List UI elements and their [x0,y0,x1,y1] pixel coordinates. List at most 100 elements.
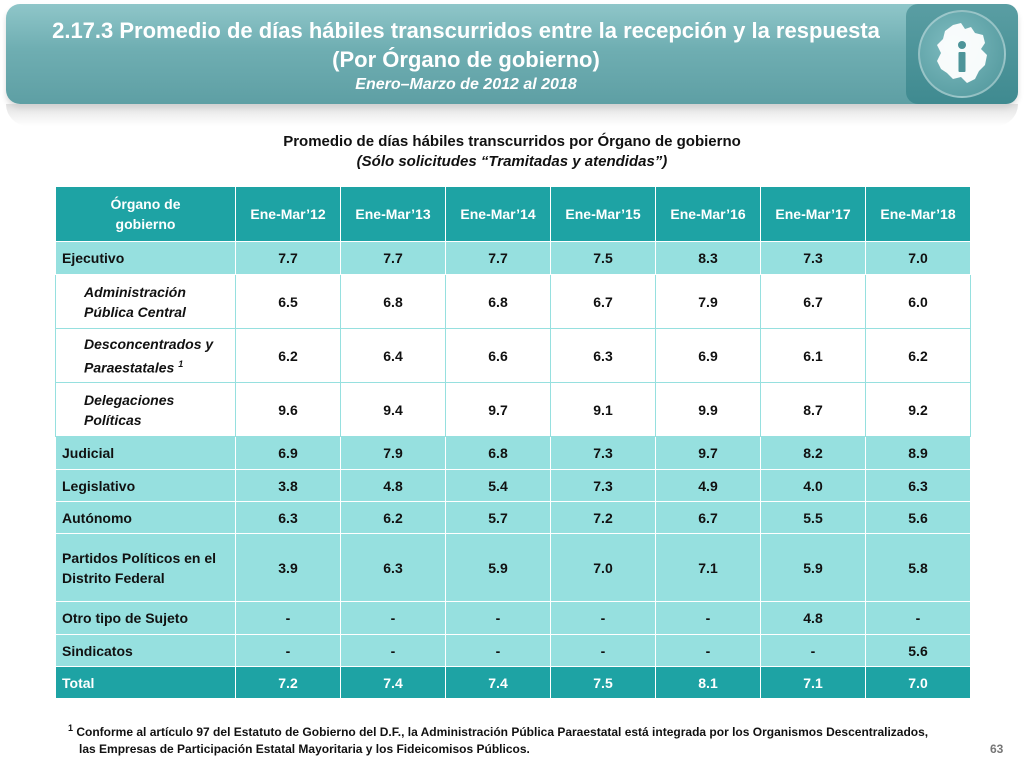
data-table: Órgano de gobierno Ene-Mar’12 Ene-Mar’13 … [55,186,971,699]
table-cell: 6.3 [235,501,341,534]
table-cell: - [340,601,446,635]
table-cell: - [235,634,341,667]
row-label: Total [55,666,236,699]
table-cell: 7.4 [445,666,551,699]
footnote-mark: 1 [68,723,74,733]
table-cell: - [865,601,971,635]
column-header: Ene-Mar’12 [235,186,341,242]
table-header-row: Órgano de gobierno Ene-Mar’12 Ene-Mar’13 … [55,186,971,242]
column-header: Ene-Mar’14 [445,186,551,242]
column-header: Ene-Mar’16 [655,186,761,242]
table-row-autonomo: Autónomo 6.3 6.2 5.7 7.2 6.7 5.5 5.6 [55,501,971,534]
table-cell: 3.8 [235,469,341,502]
page-title-line2: (Por Órgano de gobierno) [332,47,600,72]
logo-box [906,4,1018,104]
table-cell: 8.3 [655,241,761,275]
table-cell: 7.2 [235,666,341,699]
table-cell: 5.7 [445,501,551,534]
table-cell: 7.0 [550,533,656,602]
table-cell: 9.7 [445,382,551,437]
footnote-line2: las Empresas de Participación Estatal Ma… [79,742,530,756]
table-cell: 7.3 [760,241,866,275]
column-header: Ene-Mar’18 [865,186,971,242]
table-cell: - [550,634,656,667]
table-caption-note: (Sólo solicitudes “Tramitadas y atendida… [356,153,668,170]
title-block: 2.17.3 Promedio de días hábiles transcur… [26,16,906,96]
table-cell: 7.1 [655,533,761,602]
table-cell: 6.1 [760,328,866,383]
table-row-desconcentrados: Desconcentrados y Paraestatales 1 6.2 6.4… [55,328,971,383]
table-row-partidos-politicos: Partidos Políticos en el Distrito Federal… [55,533,971,602]
table-cell: 6.6 [445,328,551,383]
table-cell: 9.1 [550,382,656,437]
column-header: Ene-Mar’17 [760,186,866,242]
table-cell: 9.7 [655,436,761,470]
mexico-city-map-logo-icon [918,10,1006,98]
table-cell: 4.9 [655,469,761,502]
table-cell: 8.1 [655,666,761,699]
footnote-marker: 1 [178,358,184,369]
footnote-line1: 1 Conforme al artículo 97 del Estatuto d… [68,723,929,739]
row-label: Judicial [55,436,236,470]
table-cell: 7.5 [550,241,656,275]
row-label: Administración Pública Central [55,274,236,329]
table-cell: 9.9 [655,382,761,437]
banner-shadow [6,104,1018,126]
table-cell: 6.3 [550,328,656,383]
table-cell: 7.1 [760,666,866,699]
table-cell: 6.9 [235,436,341,470]
table-cell: 6.2 [340,501,446,534]
table-cell: 7.4 [340,666,446,699]
table-cell: 5.9 [760,533,866,602]
table-cell: 9.6 [235,382,341,437]
table-cell: 6.7 [655,501,761,534]
table-cell: 9.4 [340,382,446,437]
row-label: Sindicatos [55,634,236,667]
table-cell: 8.7 [760,382,866,437]
table-cell: 7.7 [340,241,446,275]
row-label: Otro tipo de Sujeto [55,601,236,635]
row-label: Desconcentrados y Paraestatales 1 [55,328,236,383]
table-cell: 3.9 [235,533,341,602]
table-row-sindicatos: Sindicatos - - - - - - 5.6 [55,634,971,667]
table-cell: 7.9 [655,274,761,329]
table-cell: 4.8 [760,601,866,635]
row-label: Legislativo [55,469,236,502]
title-banner: 2.17.3 Promedio de días hábiles transcur… [6,4,1018,104]
table-cell: 5.9 [445,533,551,602]
column-header-organo: Órgano de gobierno [55,186,236,242]
table-cell: 8.9 [865,436,971,470]
table-cell: 6.3 [865,469,971,502]
page-title: 2.17.3 Promedio de días hábiles transcur… [52,18,880,43]
table-cell: - [445,634,551,667]
table-cell: 7.7 [235,241,341,275]
table-cell: 6.0 [865,274,971,329]
table-cell: 5.5 [760,501,866,534]
row-label: Ejecutivo [55,241,236,275]
column-header: Ene-Mar’13 [340,186,446,242]
table-cell: 6.5 [235,274,341,329]
table-cell: 6.2 [235,328,341,383]
table-row-administracion-publica-central: Administración Pública Central 6.5 6.8 6.… [55,274,971,329]
table-caption: Promedio de días hábiles transcurridos p… [0,132,1024,172]
table-cell: 7.3 [550,436,656,470]
table-row-delegaciones: Delegaciones Políticas 9.6 9.4 9.7 9.1 9.… [55,382,971,437]
table-cell: 6.2 [865,328,971,383]
table-cell: - [655,601,761,635]
table-cell: 6.4 [340,328,446,383]
table-cell: 6.9 [655,328,761,383]
table-cell: - [760,634,866,667]
table-cell: 6.8 [445,274,551,329]
table-cell: 4.8 [340,469,446,502]
table-cell: 6.7 [760,274,866,329]
table-cell: 7.9 [340,436,446,470]
table-cell: 6.7 [550,274,656,329]
table-cell: 5.8 [865,533,971,602]
table-cell: - [235,601,341,635]
table-cell: 8.2 [760,436,866,470]
table-cell: 4.0 [760,469,866,502]
table-row-total: Total 7.2 7.4 7.4 7.5 8.1 7.1 7.0 [55,666,971,699]
table-cell: 7.0 [865,666,971,699]
table-cell: 6.8 [445,436,551,470]
footnote: 1 Conforme al artículo 97 del Estatuto d… [68,720,968,758]
